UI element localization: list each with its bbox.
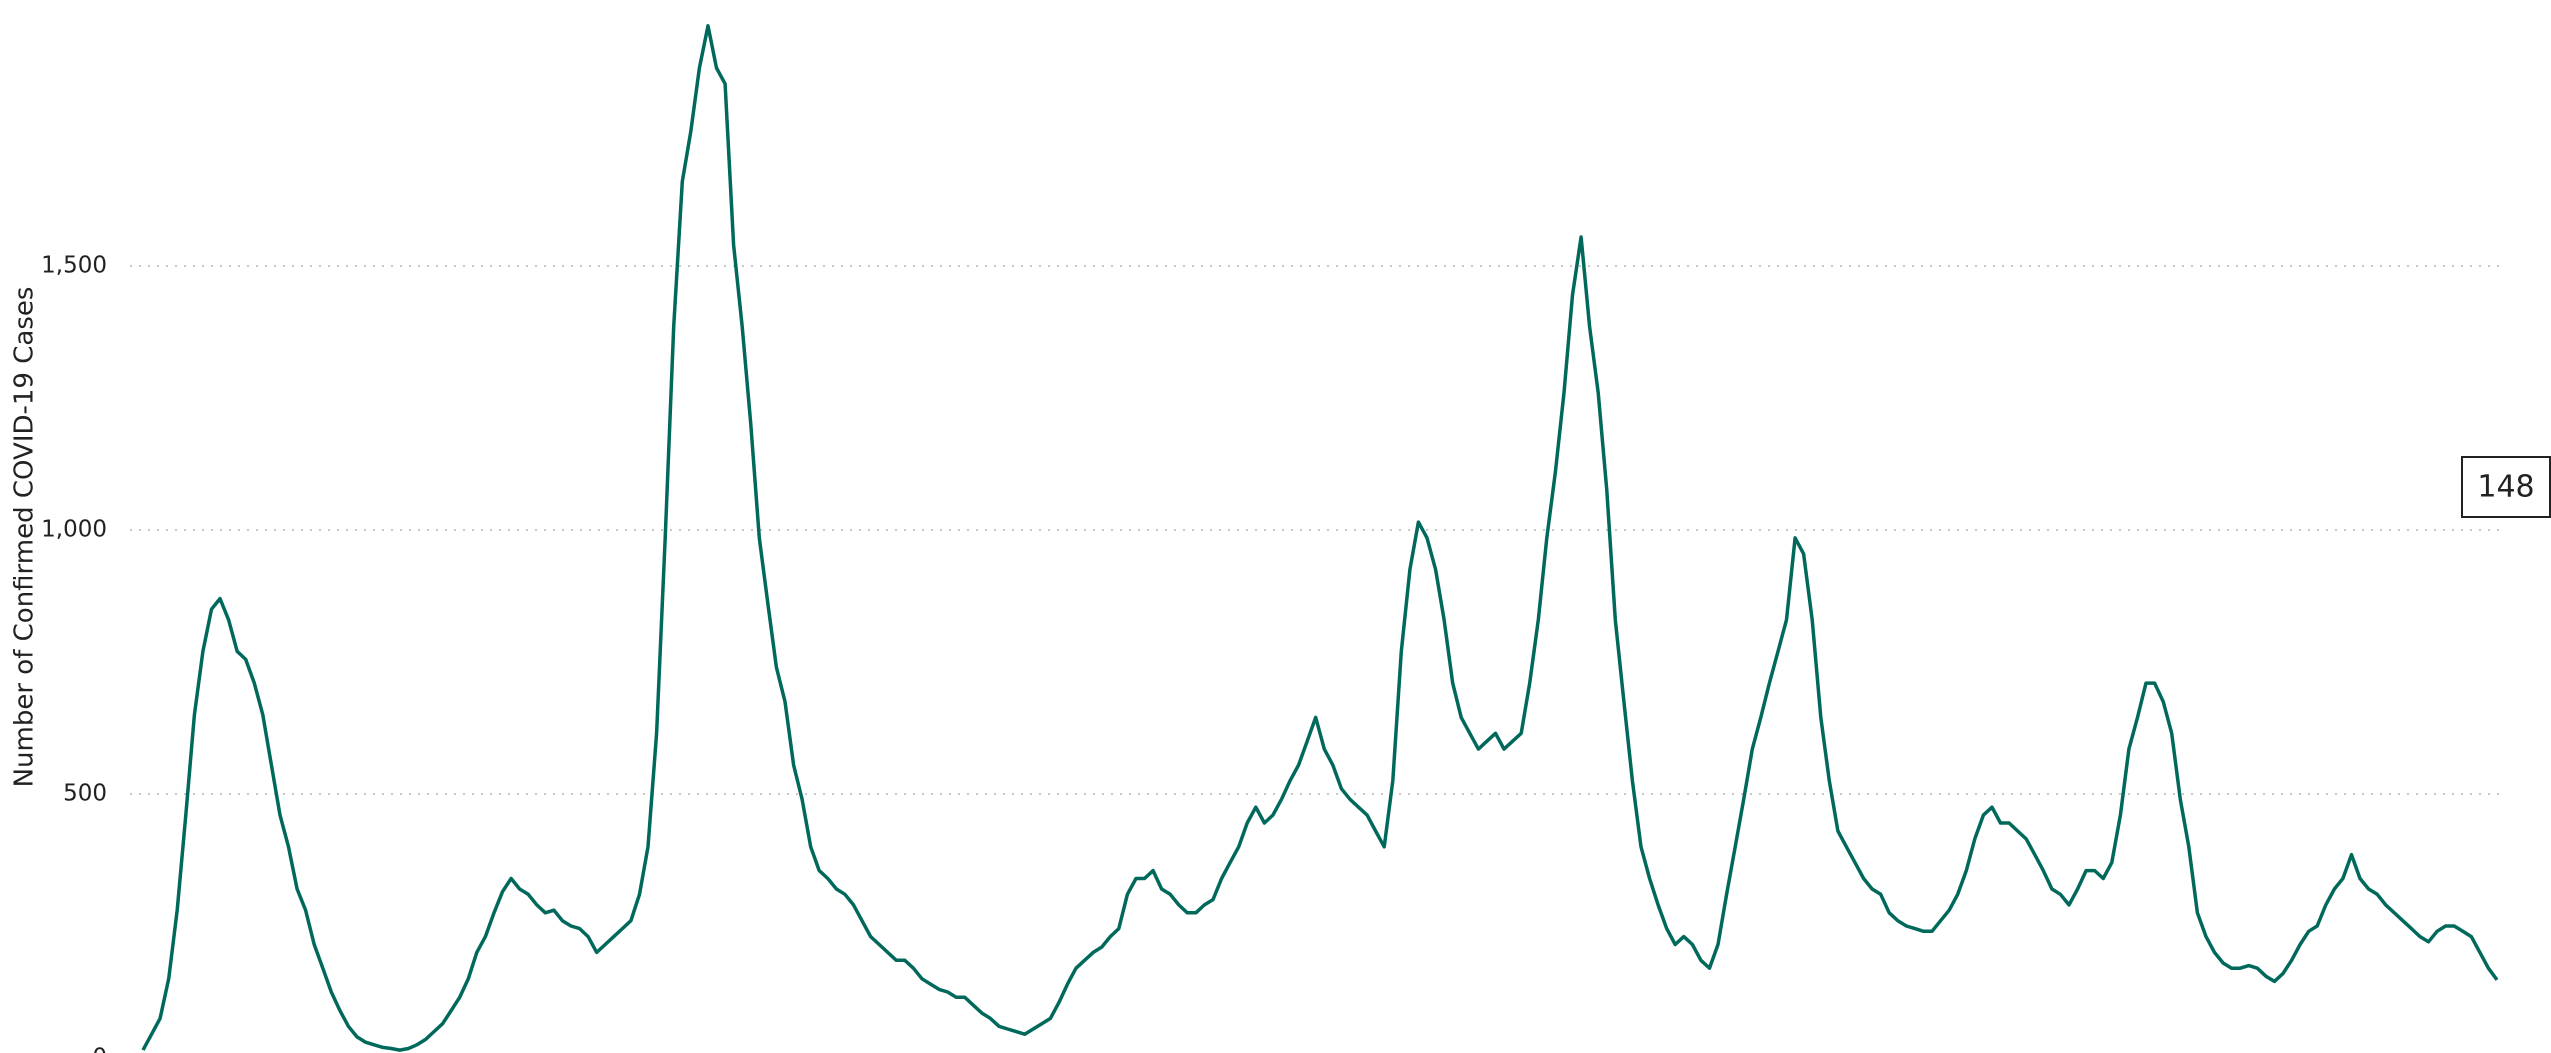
plot <box>141 24 2499 1052</box>
y-tick-label: 1,000 <box>41 517 107 543</box>
y-axis-title: Number of Confirmed COVID-19 Cases <box>10 287 40 788</box>
y-tick-label: 0 <box>92 1045 107 1053</box>
last-value-label: 148 <box>2477 470 2534 505</box>
y-tick-label: 500 <box>63 781 107 807</box>
last-value-box <box>2461 456 2551 518</box>
data-line <box>141 24 2499 1052</box>
grid <box>130 265 2506 795</box>
y-tick-label: 1,500 <box>41 253 107 279</box>
